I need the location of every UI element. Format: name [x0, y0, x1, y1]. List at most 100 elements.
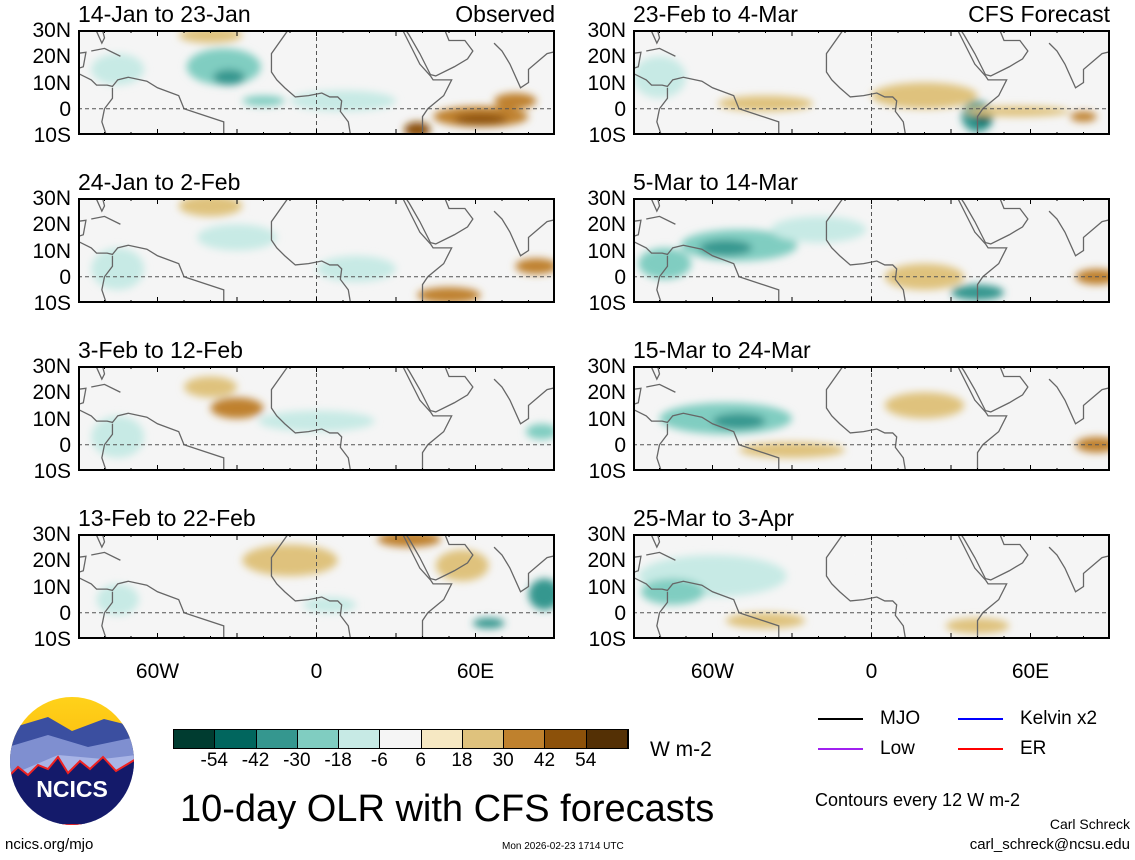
lat-tick-label: 20N: [32, 549, 71, 573]
coastline: [633, 408, 780, 471]
lat-tick-label: 10N: [587, 575, 626, 599]
coastline: [825, 366, 1008, 471]
anomaly-region: [454, 114, 508, 125]
legend-line: [958, 748, 1003, 750]
coastline: [270, 30, 453, 135]
map-panel: [78, 198, 555, 303]
contours-note: Contours every 12 W m-2: [815, 790, 1021, 810]
map-panel: [633, 366, 1110, 471]
coastline: [959, 534, 1029, 581]
colorbar-label: -42: [241, 750, 270, 771]
colorbar-label: -6: [370, 750, 388, 771]
lat-tick-label: 10N: [587, 239, 626, 263]
ncics-logo: NCICS: [10, 697, 134, 825]
colorbar-swatch: [256, 730, 298, 748]
map-panel: [78, 366, 555, 471]
lat-tick-label: 10N: [32, 407, 71, 431]
panel-title: 14-Jan to 23-Jan: [78, 1, 251, 27]
logo-text: NCICS: [36, 776, 108, 802]
anomaly-region: [871, 82, 978, 109]
anomaly-region: [472, 618, 505, 629]
author: Carl Schreck: [1049, 816, 1130, 832]
colorbar-swatch: [215, 730, 257, 748]
anomaly-region: [525, 423, 555, 440]
anomaly-region: [290, 90, 396, 112]
anomaly-region: [417, 287, 481, 303]
lat-tick-label: 10S: [33, 292, 71, 315]
anomaly-region: [1070, 111, 1097, 122]
colorbar-swatch: [504, 730, 546, 748]
lat-tick-label: 10N: [587, 407, 626, 431]
colorbar-swatch: [174, 730, 216, 748]
lat-tick-label: 20N: [587, 213, 626, 237]
coastline: [91, 551, 121, 561]
lon-tick-label: 60W: [135, 660, 180, 683]
anomaly-region: [528, 578, 555, 611]
map-panel: [78, 534, 555, 639]
map-panel: [633, 198, 1110, 303]
coastline: [633, 240, 780, 303]
coastline: [825, 198, 1008, 303]
lat-tick-label: 30N: [32, 355, 71, 378]
panel-title: 23-Feb to 4-Mar: [633, 1, 798, 27]
coastline: [646, 47, 676, 57]
anomaly-region: [242, 544, 338, 576]
coastline: [633, 72, 780, 135]
figure-title: 10-day OLR with CFS forecasts: [180, 788, 715, 830]
anomaly-region: [633, 56, 686, 99]
legend-label: Kelvin x2: [1020, 708, 1098, 729]
lat-tick-label: 10N: [587, 71, 626, 95]
anomaly-region: [494, 93, 537, 109]
coastline: [404, 366, 474, 413]
coastline: [959, 366, 1029, 413]
panel-title: 15-Mar to 24-Mar: [633, 337, 811, 363]
lat-tick-label: 10S: [33, 460, 71, 483]
colorbar-swatch: [339, 730, 381, 748]
lat-tick-label: 10S: [588, 124, 626, 147]
panel-title: 3-Feb to 12-Feb: [78, 337, 243, 363]
anomaly-region: [640, 578, 705, 605]
lat-tick-label: 10S: [588, 628, 626, 651]
anomaly-region: [717, 95, 814, 112]
anomaly-region: [178, 198, 243, 217]
colorbar-label: 42: [533, 750, 556, 771]
lat-tick-label: 0: [614, 601, 626, 625]
lat-tick-label: 0: [59, 265, 71, 289]
email[interactable]: carl_schreck@ncsu.edu: [969, 836, 1130, 853]
anomaly-region: [699, 240, 753, 256]
legend-line: [818, 718, 863, 720]
panel-title: 24-Jan to 2-Feb: [78, 169, 241, 195]
anomaly-region: [178, 30, 243, 44]
colorbar-swatch: [380, 730, 422, 748]
colorbar-label: -18: [324, 750, 352, 771]
lat-tick-label: 0: [59, 97, 71, 121]
anomaly-region: [712, 413, 766, 429]
lat-tick-label: 10N: [32, 575, 71, 599]
site-link[interactable]: ncics.org/mjo: [5, 836, 94, 853]
colorbar-label: -30: [283, 750, 311, 771]
legend-line: [818, 748, 863, 750]
coastline: [646, 551, 676, 561]
coastline: [646, 383, 676, 393]
lat-tick-label: 20N: [32, 213, 71, 237]
coastline: [78, 240, 225, 303]
colorbar-label: 6: [415, 750, 426, 771]
coastline: [91, 47, 121, 57]
anomaly-region: [403, 121, 431, 135]
anomaly-region: [515, 258, 555, 275]
anomaly-region: [1075, 436, 1110, 453]
lat-tick-label: 30N: [32, 187, 71, 210]
coastline: [91, 215, 121, 225]
coastline: [404, 534, 474, 581]
legend-line: [958, 718, 1003, 720]
lon-tick-label: 60E: [1011, 660, 1050, 683]
lat-tick-label: 10S: [588, 292, 626, 315]
anomaly-region: [377, 534, 442, 548]
lat-tick-label: 30N: [587, 187, 626, 210]
anomaly-region: [770, 216, 867, 243]
anomaly-region: [197, 224, 277, 251]
lat-tick-label: 30N: [32, 523, 71, 546]
lat-tick-label: 10S: [588, 460, 626, 483]
anomaly-region: [91, 247, 145, 290]
anomaly-region: [242, 95, 285, 107]
